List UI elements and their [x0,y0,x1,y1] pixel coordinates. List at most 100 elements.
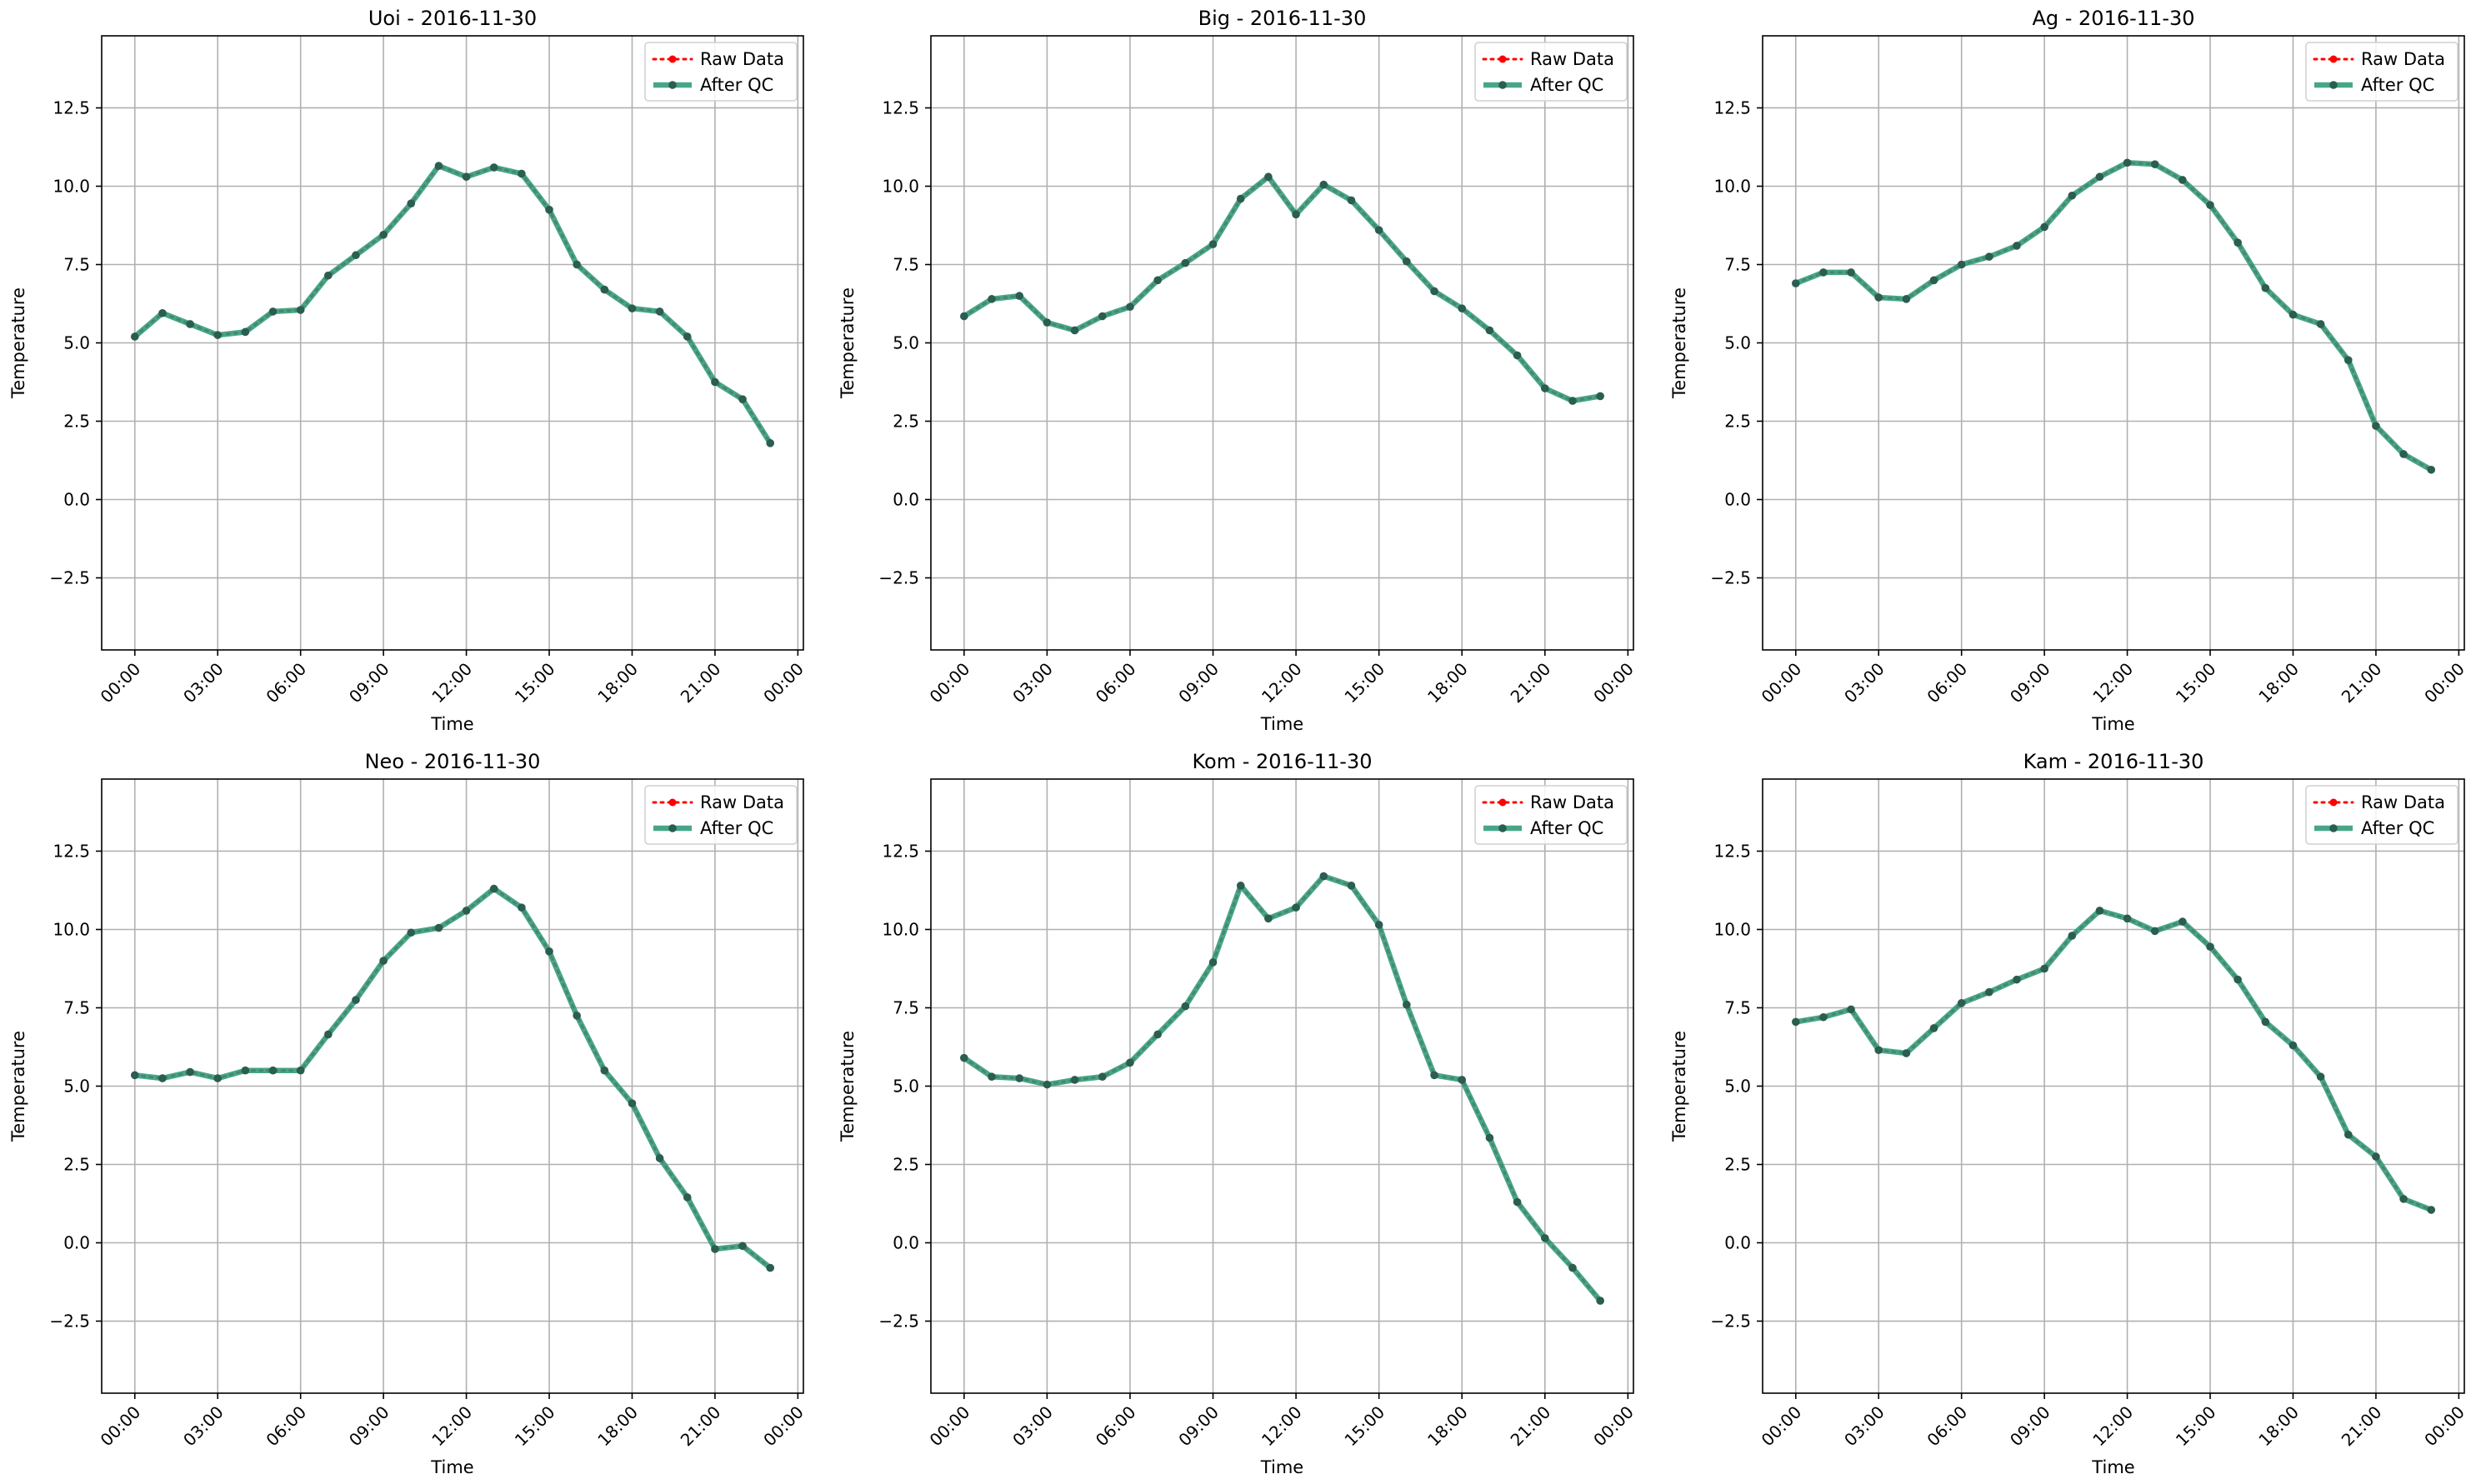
x-tick-label: 09:00 [2006,1402,2054,1451]
after-qc-point [462,172,471,182]
after-qc-point [655,1154,664,1162]
series-after-qc [960,872,1604,1305]
after-qc-point [683,332,692,341]
after-qc-point [1181,258,1190,267]
y-tick-label: 7.5 [1724,254,1751,274]
after-qc-point [2261,1017,2270,1027]
legend-qc-marker [1498,81,1507,89]
after-qc-point [1208,958,1218,967]
series-after-qc [1791,907,2436,1214]
after-qc-point [407,928,416,937]
legend-qc-label: After QC [1530,818,1603,838]
after-qc-line [1793,907,2434,1213]
after-qc-point [2427,1206,2436,1214]
after-qc-point [1568,397,1577,405]
x-tick-label: 18:00 [2254,659,2303,707]
legend: Raw Data After QC [1474,785,1628,845]
after-qc-point [2372,1152,2380,1161]
x-tick-label: 00:00 [2420,1402,2468,1451]
after-qc-point [2233,238,2242,247]
y-tick-label: 2.5 [893,412,919,432]
x-tick-label: 12:00 [1258,1402,1306,1451]
legend: Raw Data After QC [2305,785,2458,845]
after-qc-point [988,295,996,303]
legend-raw-label: Raw Data [2361,792,2445,812]
x-tick-label: 21:00 [1507,659,1555,707]
after-qc-point [1791,1017,1800,1027]
after-qc-point [296,1066,305,1075]
series-raw-data [1792,158,2435,474]
legend-raw-marker [2329,798,2338,807]
after-qc-point [1264,172,1273,182]
after-qc-point [1403,257,1411,266]
after-qc-point [489,163,498,172]
after-qc-point [158,1074,167,1082]
y-tick-label: 12.5 [882,97,919,117]
after-qc-point [352,251,360,260]
legend: Raw Data After QC [644,785,798,845]
grid [931,779,1633,1393]
x-axis-label: Time [1260,714,1303,734]
legend-qc-marker [2329,81,2338,89]
after-qc-point [1458,304,1467,312]
series-after-qc [130,884,775,1272]
after-qc-point [1292,903,1300,912]
raw-data-line [133,887,772,1270]
y-axis-label: Temperature [838,287,858,399]
after-qc-point [2123,914,2132,923]
y-tick-label: 5.0 [893,333,919,353]
x-tick-label: 21:00 [677,659,725,707]
after-qc-point [1902,295,1911,303]
x-tick-label: 09:00 [1174,1402,1223,1451]
y-tick-label: 12.5 [1713,841,1751,861]
after-qc-point [2040,964,2048,973]
x-tick-label: 03:00 [1840,1402,1888,1451]
x-tick-label: 12:00 [2088,659,2137,707]
x-axis-label: Time [1260,1457,1303,1477]
after-qc-point [628,304,637,312]
y-tick-label: 0.0 [63,490,90,510]
legend: Raw Data After QC [644,42,798,102]
after-qc-point [1098,1072,1107,1082]
y-tick-label: −2.5 [878,1312,919,1332]
after-qc-point [2399,450,2408,458]
y-tick-label: 0.0 [893,490,919,510]
chart-panel-4: −2.5 0.0 2.5 5.0 7.5 10.0 12.5 00:00 03:00 06:00 0… [8,750,808,1477]
after-qc-point [1098,312,1107,321]
after-qc-point [2123,158,2132,167]
after-qc-point [2343,1130,2353,1139]
y-tick-label: 7.5 [63,254,90,274]
x-tick-label: 18:00 [1423,659,1472,707]
x-tick-label: 12:00 [1258,659,1306,707]
chart-panel-1: −2.5 0.0 2.5 5.0 7.5 10.0 12.5 00:00 03:00 06:00 0… [8,7,808,734]
x-tick-label: 15:00 [1340,1402,1388,1451]
y-tick-label: 2.5 [1724,412,1751,432]
x-axis-label: Time [430,1457,473,1477]
after-qc-point [545,205,553,214]
chart-title: Kam - 2016-11-30 [2023,750,2204,773]
x-tick-label: 03:00 [1008,659,1057,707]
legend-raw-label: Raw Data [2361,49,2445,69]
x-tick-label: 21:00 [1507,1402,1555,1451]
chart-panel-5: −2.5 0.0 2.5 5.0 7.5 10.0 12.5 00:00 03:00 06:00 0… [838,750,1638,1477]
after-qc-point [1847,1005,1855,1014]
x-tick-label: 03:00 [1840,659,1888,707]
after-qc-point [324,1030,333,1039]
after-qc-point [1015,292,1024,300]
x-tick-label: 00:00 [759,1402,808,1451]
after-qc-point [960,1053,968,1062]
after-qc-point [1929,1024,1938,1032]
after-qc-point [1403,1000,1411,1009]
after-qc-point [1819,1012,1828,1022]
after-qc-point [1874,293,1883,302]
after-qc-point [1540,384,1549,392]
after-qc-point [130,332,139,341]
after-qc-point [1374,226,1383,234]
after-qc-point [241,1066,250,1075]
after-qc-point [2013,975,2021,984]
x-tick-label: 21:00 [2338,1402,2386,1451]
x-tick-label: 12:00 [428,1402,476,1451]
y-tick-label: 0.0 [63,1233,90,1253]
after-qc-point [738,1242,747,1251]
legend-qc-label: After QC [700,75,773,95]
